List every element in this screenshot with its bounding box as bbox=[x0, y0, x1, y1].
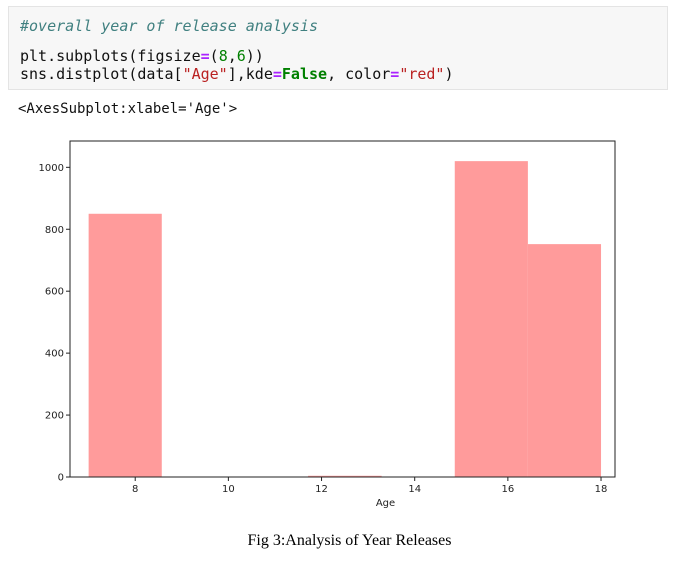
histogram-bar bbox=[454, 161, 528, 477]
code-token: ( bbox=[209, 47, 219, 65]
code-keyword: False bbox=[281, 65, 328, 83]
y-tick-label: 800 bbox=[45, 225, 64, 236]
figure-caption: Fig 3:Analysis of Year Releases bbox=[247, 532, 452, 549]
code-operator: = bbox=[200, 47, 210, 65]
code-string: "red" bbox=[399, 65, 445, 83]
code-operator: = bbox=[272, 65, 282, 83]
histogram-bar bbox=[527, 244, 602, 477]
x-tick-label: 8 bbox=[132, 484, 138, 495]
x-tick-label: 10 bbox=[222, 484, 235, 495]
x-tick-label: 16 bbox=[501, 484, 514, 495]
x-tick-label: 12 bbox=[315, 484, 328, 495]
y-tick-label: 400 bbox=[45, 349, 64, 360]
code-line-distplot: sns.distplot(data["Age"],kde=False, colo… bbox=[20, 65, 454, 83]
code-token: sns.distplot(data[ bbox=[20, 65, 183, 83]
y-tick-label: 1000 bbox=[39, 163, 64, 174]
code-number: 8 bbox=[218, 47, 228, 65]
code-token: , bbox=[227, 47, 237, 65]
cell-output: <AxesSubplot:xlabel='Age'> bbox=[18, 101, 238, 117]
histogram-bar bbox=[88, 213, 162, 477]
histogram-chart: 8 10 12 14 16 18 0 200 400 600 800 1000 Age bbox=[39, 140, 616, 509]
code-cell[interactable]: #overall year of release analysis plt.su… bbox=[8, 6, 668, 90]
code-line-subplots: plt.subplots(figsize=(8,6)) bbox=[20, 47, 264, 65]
code-number: 6 bbox=[236, 47, 246, 65]
code-token: ) bbox=[444, 65, 454, 83]
code-token: )) bbox=[245, 47, 264, 65]
code-token: plt.subplots(figsize bbox=[20, 47, 201, 65]
code-token: ],kde bbox=[227, 65, 273, 83]
x-tick-label: 18 bbox=[595, 484, 608, 495]
code-token: , color bbox=[327, 65, 391, 83]
y-tick-label: 600 bbox=[45, 287, 64, 298]
code-string: "Age" bbox=[182, 65, 228, 83]
plot-frame bbox=[69, 140, 616, 478]
code-comment: #overall year of release analysis bbox=[20, 17, 319, 35]
x-tick-label: 14 bbox=[408, 484, 421, 495]
code-operator: = bbox=[390, 65, 400, 83]
histogram-bar bbox=[308, 475, 382, 477]
y-tick-label: 200 bbox=[45, 411, 64, 422]
x-axis-label: Age bbox=[376, 498, 395, 509]
y-tick-label: 0 bbox=[58, 473, 64, 484]
